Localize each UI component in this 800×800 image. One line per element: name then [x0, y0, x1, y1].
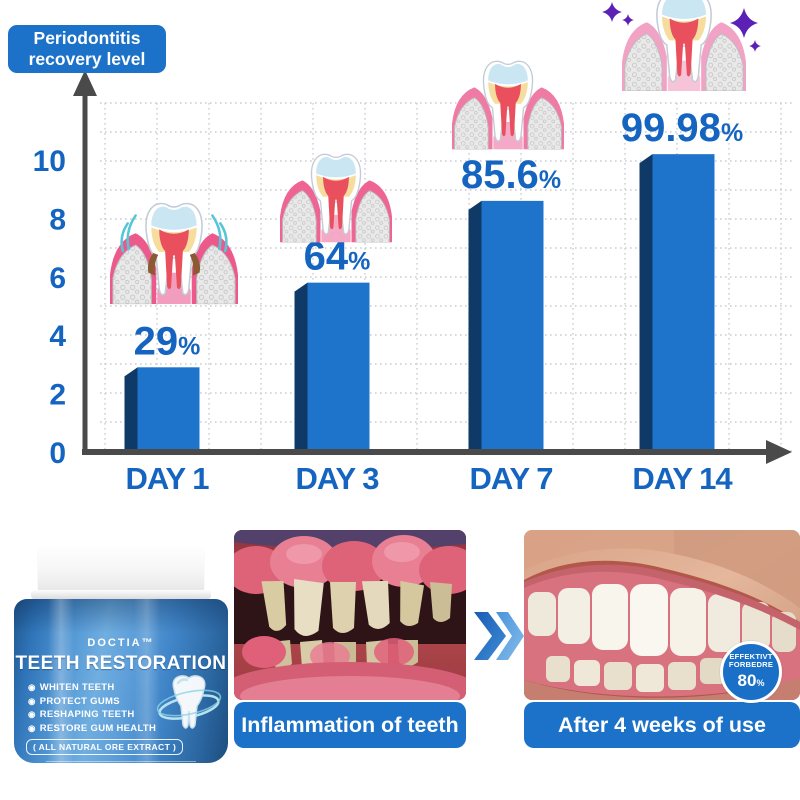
- category-label: DAY 1: [126, 461, 210, 496]
- chart-bars: [124, 154, 715, 449]
- sparkle-icon: [730, 8, 758, 38]
- badge-line2: FORBEDRE: [728, 660, 774, 669]
- tooth-gum-stage4-icon: [598, 0, 764, 100]
- bar-day3: [307, 282, 370, 449]
- arrow-right-icon: [474, 612, 524, 660]
- feature-list: ◉ WHITEN TEETH ◉ PROTECT GUMS ◉ RESHAPING T…: [28, 681, 156, 735]
- bar-side: [468, 200, 482, 449]
- badge-percent: %: [756, 677, 765, 688]
- before-photo-card: Inflammation of teeth: [234, 530, 466, 748]
- effectiveness-badge: EFFEKTIVT FORBEDRE 80%: [720, 641, 782, 703]
- tooth-gum-stage3-icon: [452, 54, 564, 150]
- value-label: 29%: [134, 319, 201, 363]
- bar-chart: 29%DAY 164%DAY 385.6%DAY 799.98%DAY 1402…: [33, 70, 793, 496]
- jar-highlight: [134, 599, 160, 763]
- y-tick-label: 8: [49, 203, 66, 236]
- bar-side: [639, 154, 653, 449]
- jar-highlight: [48, 599, 74, 763]
- jar-lid-rim: [31, 590, 211, 599]
- category-label: DAY 3: [296, 461, 380, 496]
- jar-body-label: DOCTIA™ TEETH RESTORATION ◉ WHITEN TEETH …: [14, 599, 228, 763]
- x-axis-arrowhead: [766, 440, 792, 464]
- bullet-icon: ◉: [28, 682, 36, 692]
- feature-label: PROTECT GUMS: [39, 695, 120, 707]
- bar-day1: [137, 367, 200, 449]
- badge-line1: EFFEKTIVT: [729, 651, 773, 661]
- chart-title-badge: Periodontitis recovery level: [8, 25, 166, 73]
- extract-note: ( ALL NATURAL ORE EXTRACT ): [26, 739, 184, 755]
- lower-teeth: [546, 654, 754, 692]
- sparkle-icon: [602, 2, 622, 22]
- tooth-gum-stage1-icon: [110, 194, 238, 306]
- recovery-chart-section: 29% DAY 1 64% DAY 3 85.6% DAY 7 99.98% DAY 14 0 2…: [8, 0, 793, 496]
- sparkle-icon: [749, 40, 761, 52]
- bar-side: [124, 367, 138, 449]
- bullet-icon: ◉: [28, 709, 36, 719]
- before-caption: Inflammation of teeth: [234, 702, 466, 748]
- bullet-icon: ◉: [28, 695, 36, 706]
- y-tick-label: 0: [49, 437, 66, 470]
- chart-axes: [73, 70, 792, 464]
- net-weight: NET:50G: [46, 761, 196, 763]
- category-label: DAY 7: [470, 461, 553, 496]
- chart-title-line2: recovery level: [28, 49, 146, 69]
- upper-teeth: [261, 579, 452, 636]
- badge-number: 80: [737, 670, 757, 690]
- tooth-3d-icon: [156, 675, 222, 729]
- value-label: 85.6%: [461, 153, 561, 197]
- bullet-icon: ◉: [28, 722, 36, 733]
- y-tick-label: 6: [49, 262, 66, 295]
- category-label: DAY 14: [632, 461, 733, 496]
- value-label: 99.98%: [621, 106, 743, 150]
- bar-day7: [481, 200, 544, 449]
- y-tick-label: 2: [49, 379, 66, 412]
- before-photo: [234, 530, 466, 700]
- bar-day14: [652, 154, 715, 449]
- feature-item: ◉ RESHAPING TEETH: [28, 708, 156, 722]
- y-tick-label: 10: [33, 145, 66, 178]
- feature-item: ◉ PROTECT GUMS: [28, 695, 156, 709]
- feature-item: ◉ RESTORE GUM HEALTH: [28, 722, 156, 736]
- feature-label: WHITEN TEETH: [39, 682, 115, 693]
- brand-name: DOCTIA™: [87, 637, 155, 649]
- after-caption: After 4 weeks of use: [524, 702, 800, 748]
- product-jar: DOCTIA™ TEETH RESTORATION ◉ WHITEN TEETH …: [14, 538, 228, 764]
- feature-label: RESHAPING TEETH: [39, 709, 135, 720]
- after-photo-card: After 4 weeks of use: [524, 530, 800, 748]
- upper-teeth: [528, 584, 796, 656]
- jar-lid: [38, 544, 204, 592]
- tooth-gum-stage2-icon: [280, 147, 392, 243]
- feature-label: RESTORE GUM HEALTH: [39, 722, 157, 734]
- chart-title-line1: Periodontitis: [33, 28, 141, 48]
- badge-value: 80%: [738, 672, 765, 692]
- sparkle-icon: [622, 14, 634, 26]
- y-axis-arrowhead: [73, 70, 97, 96]
- bar-side: [294, 282, 308, 449]
- feature-item: ◉ WHITEN TEETH: [28, 681, 156, 695]
- product-name: TEETH RESTORATION: [15, 653, 227, 674]
- y-tick-label: 4: [49, 320, 66, 353]
